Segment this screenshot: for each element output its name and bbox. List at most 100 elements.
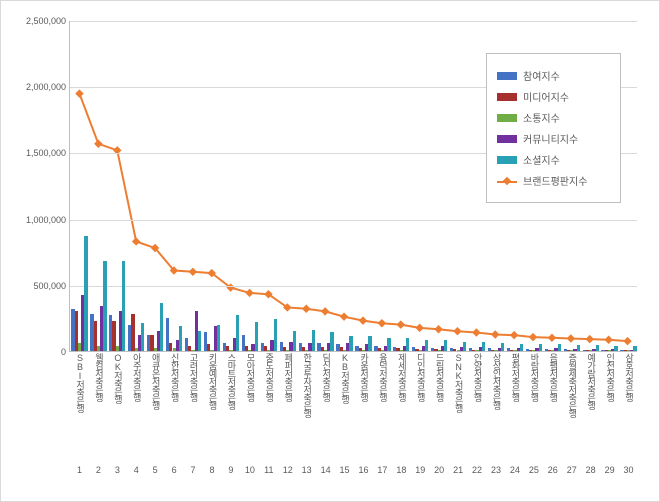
line-marker (378, 319, 386, 327)
y-tick-label: 0 (61, 347, 70, 357)
line-marker (529, 333, 537, 341)
line-marker (604, 336, 612, 344)
x-tick-index: 14 (321, 465, 331, 475)
x-tick-index: 4 (134, 465, 139, 475)
bar (103, 261, 106, 351)
legend-item: 커뮤니티지수 (497, 131, 610, 146)
bar (520, 344, 523, 351)
bar (425, 340, 428, 351)
line-marker (189, 268, 197, 276)
line-marker (94, 140, 102, 148)
x-tick-label: 제세저축은행 (397, 353, 406, 401)
legend-label: 참여지수 (523, 68, 560, 83)
x-tick-label: 안양저축은행 (473, 353, 482, 401)
bar (349, 336, 352, 351)
x-tick-index: 7 (191, 465, 196, 475)
y-tick-label: 1,500,000 (26, 148, 70, 158)
gridline (70, 286, 637, 287)
x-tick-label: 바람저축은행 (529, 353, 538, 401)
x-tick-index: 3 (115, 465, 120, 475)
legend-swatch (497, 93, 517, 101)
line-marker (245, 289, 253, 297)
x-tick-label: 한국투자저축은행 (302, 353, 311, 417)
x-tick-index: 13 (302, 465, 312, 475)
x-tick-label: 평화저축은행 (510, 353, 519, 401)
line-marker (321, 307, 329, 315)
x-tick-label: 키움예저축은행 (208, 353, 217, 409)
bar (312, 330, 315, 351)
legend-label: 미디어지수 (523, 89, 569, 104)
legend-swatch (497, 156, 517, 164)
gridline (70, 21, 637, 22)
legend-label: 브랜드평판지수 (523, 173, 587, 188)
x-tick-label: 애큐온저축은행 (151, 353, 160, 409)
x-tick-index: 19 (415, 465, 425, 475)
x-tick-label: 신한저축은행 (170, 353, 179, 401)
legend-swatch (497, 135, 517, 143)
bar (141, 323, 144, 351)
x-tick-index: 5 (153, 465, 158, 475)
bar (633, 346, 636, 351)
x-tick-label: KB저축은행 (340, 353, 349, 403)
bar (406, 338, 409, 351)
line-marker (340, 312, 348, 320)
line-marker (510, 331, 518, 339)
x-tick-label: 딤신저축은행 (321, 353, 330, 401)
x-axis-labels: SBI저축은행1웰컴저축은행2OK저축은행3아주저축은행4애큐온저축은행5신한저… (70, 351, 637, 471)
bar (217, 325, 220, 351)
legend: 참여지수미디어지수소통지수커뮤니티지수소셜지수브랜드평판지수 (486, 53, 621, 203)
y-tick-label: 1,000,000 (26, 215, 70, 225)
gridline (70, 220, 637, 221)
line-marker (302, 305, 310, 313)
x-tick-index: 22 (472, 465, 482, 475)
bar (274, 319, 277, 351)
x-tick-label: 페퍼저축은행 (283, 353, 292, 401)
x-tick-index: 8 (209, 465, 214, 475)
line-marker (567, 334, 575, 342)
bar (501, 343, 504, 351)
line-marker (472, 328, 480, 336)
bar (255, 322, 258, 351)
legend-item: 브랜드평판지수 (497, 173, 610, 188)
bar (463, 342, 466, 351)
x-tick-index: 24 (510, 465, 520, 475)
bar (368, 336, 371, 351)
bar (198, 331, 201, 351)
bar (179, 326, 182, 351)
x-tick-label: 아주저축은행 (132, 353, 141, 401)
x-tick-index: 27 (567, 465, 577, 475)
x-tick-index: 20 (434, 465, 444, 475)
x-tick-index: 25 (529, 465, 539, 475)
x-tick-index: 1 (77, 465, 82, 475)
y-tick-label: 2,500,000 (26, 16, 70, 26)
x-tick-index: 21 (453, 465, 463, 475)
bar (482, 342, 485, 351)
line-marker (359, 316, 367, 324)
line-marker (132, 237, 140, 245)
bar (236, 315, 239, 351)
x-tick-label: 증월제축저축은행 (567, 353, 576, 417)
legend-item: 미디어지수 (497, 89, 610, 104)
x-tick-label: SBI저축은행 (75, 353, 84, 412)
x-tick-label: 중도저축은행 (264, 353, 273, 401)
legend-item: 소통지수 (497, 110, 610, 125)
legend-label: 소셜지수 (523, 152, 560, 167)
x-tick-label: 스마트저축은행 (226, 353, 235, 409)
legend-swatch (497, 72, 517, 80)
line-marker (434, 325, 442, 333)
x-tick-index: 30 (624, 465, 634, 475)
x-tick-label: 상상인저축은행 (492, 353, 501, 409)
legend-item: 참여지수 (497, 68, 610, 83)
bar (539, 344, 542, 351)
x-tick-label: 예가람저축은행 (586, 353, 595, 409)
x-tick-label: 드림저축은행 (435, 353, 444, 401)
bar (84, 236, 87, 351)
line-marker (623, 337, 631, 345)
x-tick-label: 카움저축은행 (359, 353, 368, 401)
legend-swatch (497, 177, 517, 185)
x-tick-index: 16 (358, 465, 368, 475)
line-marker (415, 324, 423, 332)
y-tick-label: 500,000 (33, 281, 70, 291)
x-tick-index: 11 (264, 465, 273, 475)
x-tick-label: 모아저축은행 (245, 353, 254, 401)
